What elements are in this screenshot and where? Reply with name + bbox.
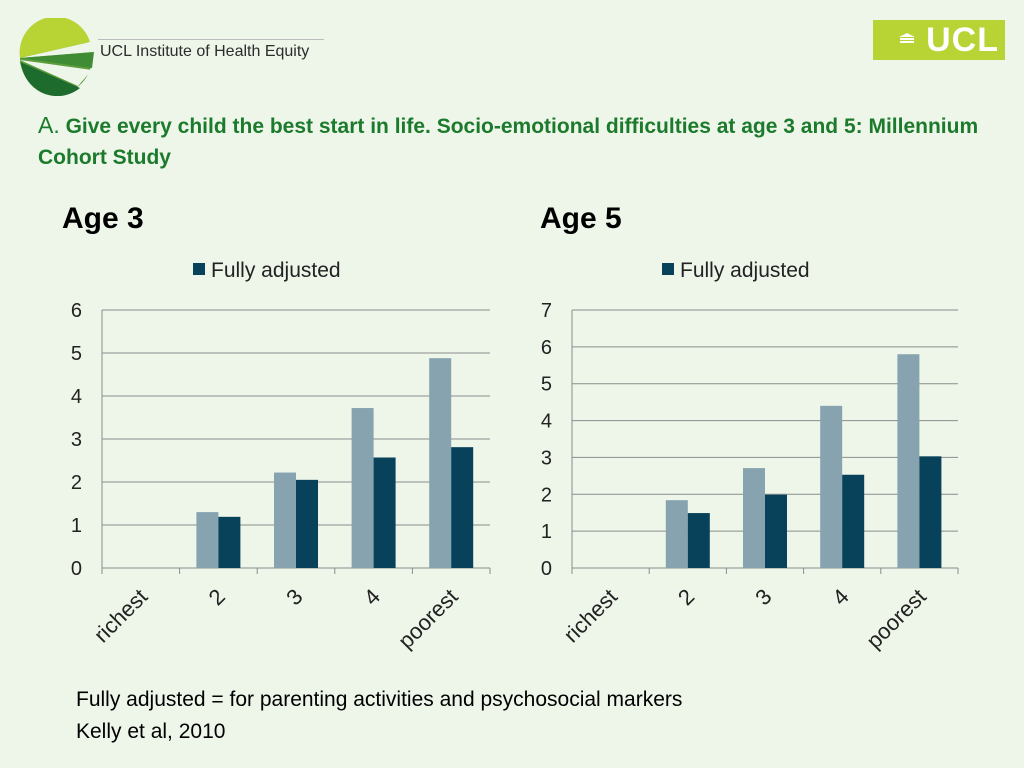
ihe-logo-icon — [19, 16, 94, 97]
ucl-portico-icon — [899, 33, 915, 43]
bar-age5-s0-3 — [743, 468, 765, 568]
ucl-logo: UCL — [873, 20, 1005, 60]
bar-age3-s0-2 — [196, 512, 219, 568]
bar-age3-s1-3 — [296, 479, 318, 568]
bar-age5-s1-poorest — [919, 456, 942, 568]
bar-age5-s1-2 — [687, 513, 710, 568]
bar-age3-s1-2 — [218, 516, 241, 568]
y-tick-label-age5-5: 5 — [541, 374, 552, 396]
y-tick-label-age3-5: 5 — [71, 343, 82, 365]
bar-age3-s1-poorest — [451, 447, 474, 568]
chart-title-age3: Age 3 — [62, 202, 144, 235]
logo-text: UCL Institute of Health Equity — [100, 43, 310, 60]
y-tick-label-age5-1: 1 — [541, 521, 552, 543]
y-tick-label-age5-7: 7 — [541, 300, 552, 322]
legend-swatch-age5 — [662, 263, 674, 275]
y-tick-label-age3-1: 1 — [71, 515, 82, 537]
bar-age5-s1-3 — [765, 494, 787, 568]
footnote-citation: Kelly et al, 2010 — [76, 720, 226, 743]
bar-age5-s0-4 — [820, 405, 843, 568]
chart-age5: 0 1 2 3 4 5 6 7 richest 2 3 4 poorest Fully adjusted — [541, 259, 959, 654]
y-tick-label-age5-4: 4 — [541, 411, 552, 433]
x-tick-label-age5-1: 2 — [673, 584, 699, 610]
x-tick-label-age5-0: richest — [559, 584, 622, 647]
x-tick-label-age5-3: 4 — [827, 584, 853, 610]
y-tick-label-age3-2: 2 — [71, 472, 82, 494]
y-tick-label-age3-3: 3 — [71, 429, 82, 451]
bar-age5-s1-4 — [842, 474, 865, 568]
title-prefix: A. — [38, 112, 60, 138]
y-tick-label-age3-6: 6 — [71, 300, 82, 322]
y-tick-label-age3-4: 4 — [71, 386, 82, 408]
y-tick-label-age5-0: 0 — [541, 558, 552, 580]
logo-divider — [98, 39, 324, 40]
chart-title-age5: Age 5 — [540, 202, 622, 235]
x-tick-label-age5-4: poorest — [861, 584, 931, 654]
ihe-logo — [18, 16, 338, 97]
legend-swatch-age3 — [193, 263, 205, 275]
bar-age3-s0-3 — [274, 472, 296, 568]
title-text: Give every child the best start in life.… — [38, 115, 979, 169]
bar-age5-s0-2 — [665, 500, 688, 568]
footnote-adjustment: Fully adjusted = for parenting activitie… — [76, 688, 683, 711]
legend-label-age5: Fully adjusted — [680, 259, 810, 282]
bar-age3-s1-4 — [373, 457, 396, 568]
y-tick-label-age3-0: 0 — [71, 558, 82, 580]
y-tick-label-age5-2: 2 — [541, 484, 552, 506]
bar-age3-s0-4 — [351, 408, 374, 568]
bar-age3-s0-poorest — [429, 358, 452, 568]
legend-label-age3: Fully adjusted — [211, 259, 341, 282]
slide-title: A. Give every child the best start in li… — [38, 110, 998, 173]
y-tick-label-age5-6: 6 — [541, 337, 552, 359]
bar-age5-s0-poorest — [897, 354, 920, 568]
ucl-logo-text: UCL — [926, 21, 999, 59]
y-tick-label-age5-3: 3 — [541, 447, 552, 469]
x-tick-label-age5-2: 3 — [750, 584, 776, 610]
